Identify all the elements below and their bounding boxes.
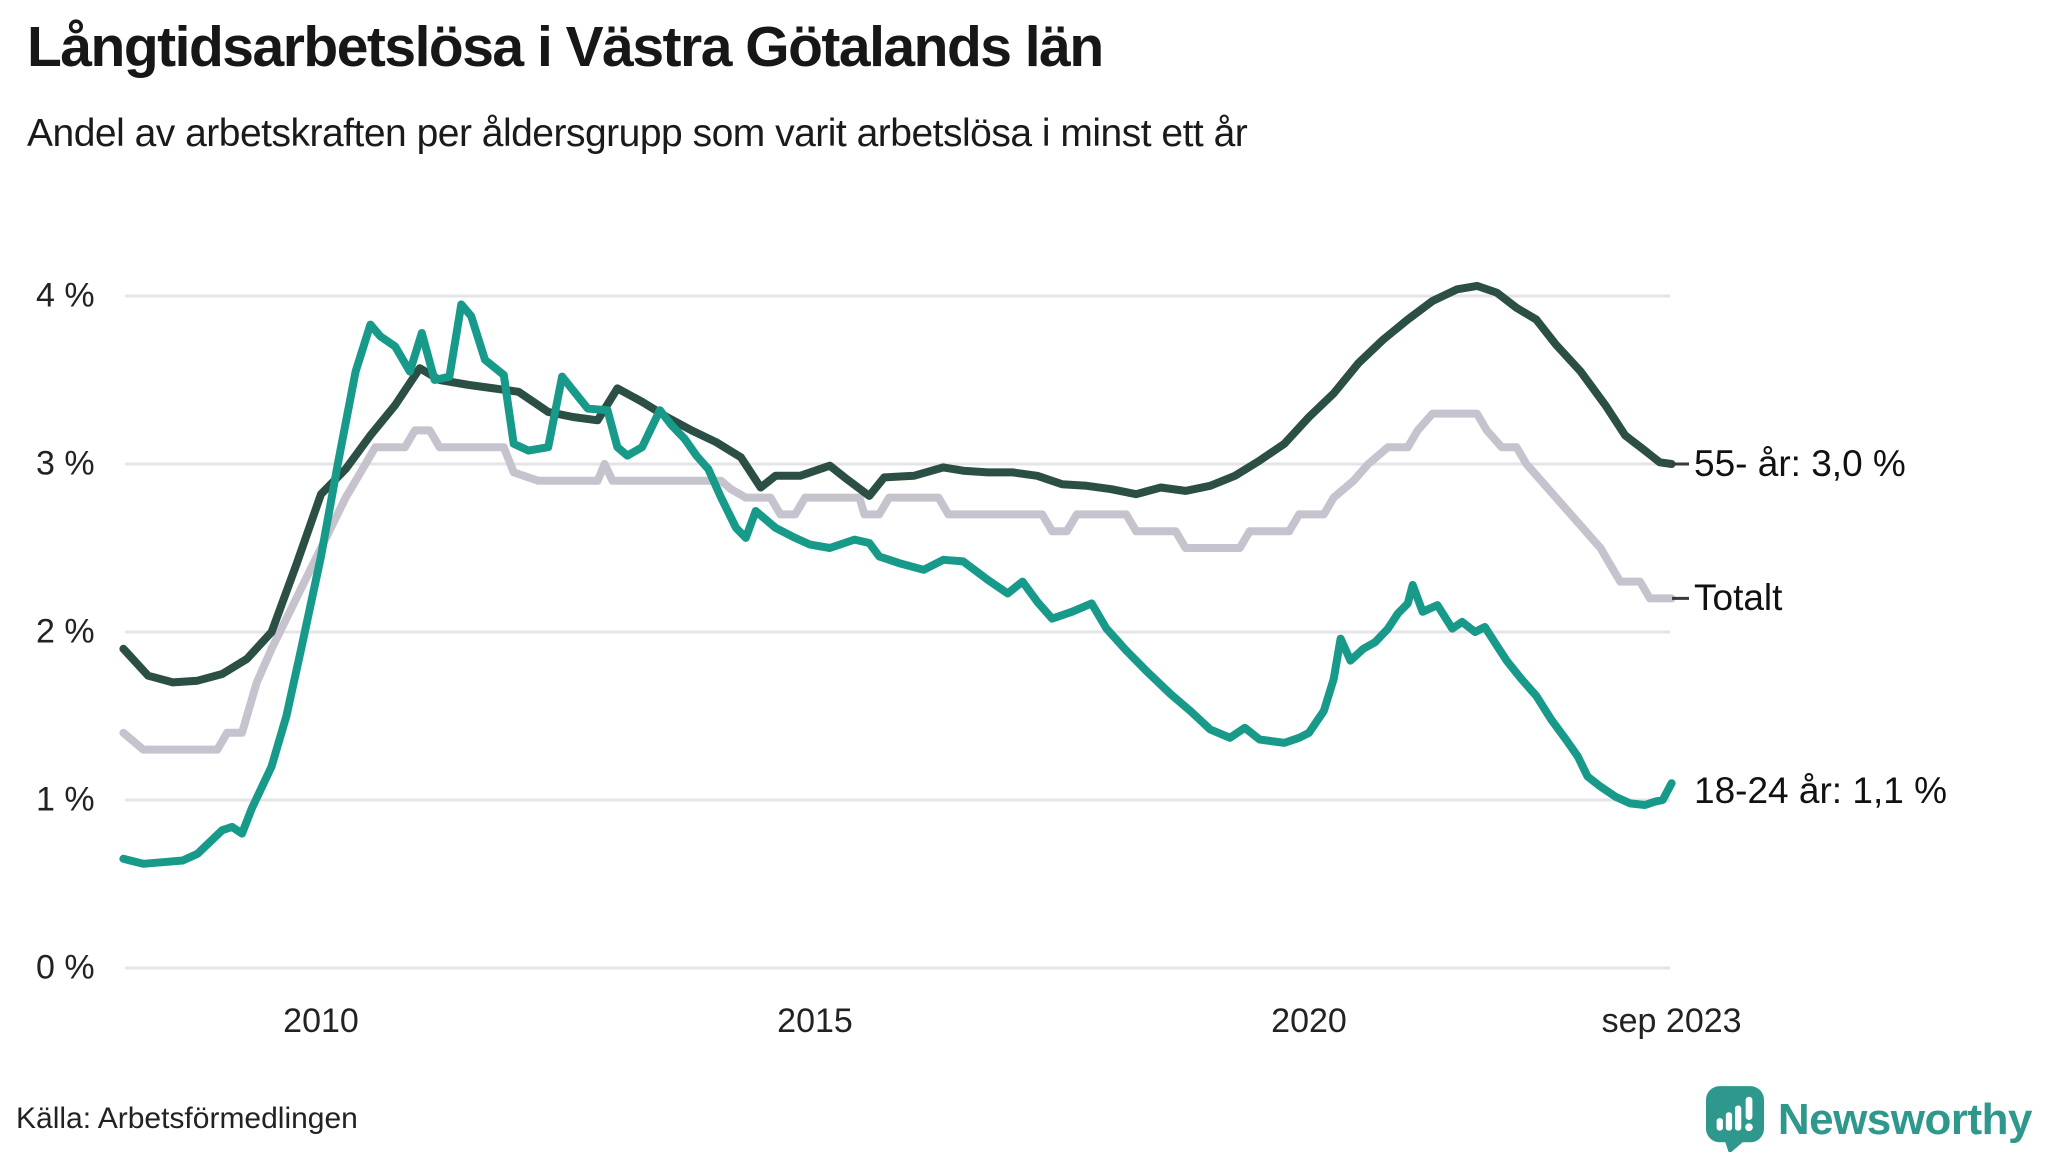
x-tick-label: 2010: [283, 1002, 359, 1040]
series-end-label-18-24-r: 18-24 år: 1,1 %: [1694, 770, 1947, 812]
x-tick-label: 2020: [1271, 1002, 1347, 1040]
series-end-label-totalt: Totalt: [1694, 577, 1783, 619]
x-tick-label: sep 2023: [1601, 1002, 1742, 1040]
newsworthy-brand: Newsworthy: [1705, 1086, 2033, 1152]
logo-exclamation-bar: [1745, 1096, 1753, 1120]
y-tick-label: 0 %: [36, 948, 95, 987]
source-note: Källa: Arbetsförmedlingen: [16, 1102, 358, 1135]
newsworthy-logo-icon: [1705, 1086, 1764, 1152]
series-line-55-r: [119, 281, 1676, 687]
chart-subtitle: Andel av arbetskraften per åldersgrupp s…: [27, 112, 1248, 155]
y-tick-label: 2 %: [36, 612, 95, 651]
y-tick-label: 1 %: [36, 780, 95, 819]
series-lines: [119, 281, 1676, 868]
logo-exclamation-dot: [1744, 1123, 1753, 1132]
logo-bar-medium: [1725, 1112, 1732, 1131]
gridlines: [125, 294, 1670, 970]
y-tick-label: 3 %: [36, 444, 95, 483]
x-tick-label: 2015: [777, 1002, 853, 1040]
series-end-label-55-r: 55- år: 3,0 %: [1694, 443, 1906, 484]
logo-bar-tall: [1734, 1105, 1742, 1131]
series-line-18-24-r: [119, 300, 1676, 868]
y-tick-label: 4 %: [36, 276, 95, 315]
logo-bar-small: [1716, 1118, 1723, 1131]
series-line-totalt: [119, 409, 1676, 754]
brand-wordmark: Newsworthy: [1777, 1095, 2033, 1144]
chart-title: Långtidsarbetslösa i Västra Götalands lä…: [27, 15, 1104, 79]
end-label-tick-dashes: [1672, 462, 1689, 600]
